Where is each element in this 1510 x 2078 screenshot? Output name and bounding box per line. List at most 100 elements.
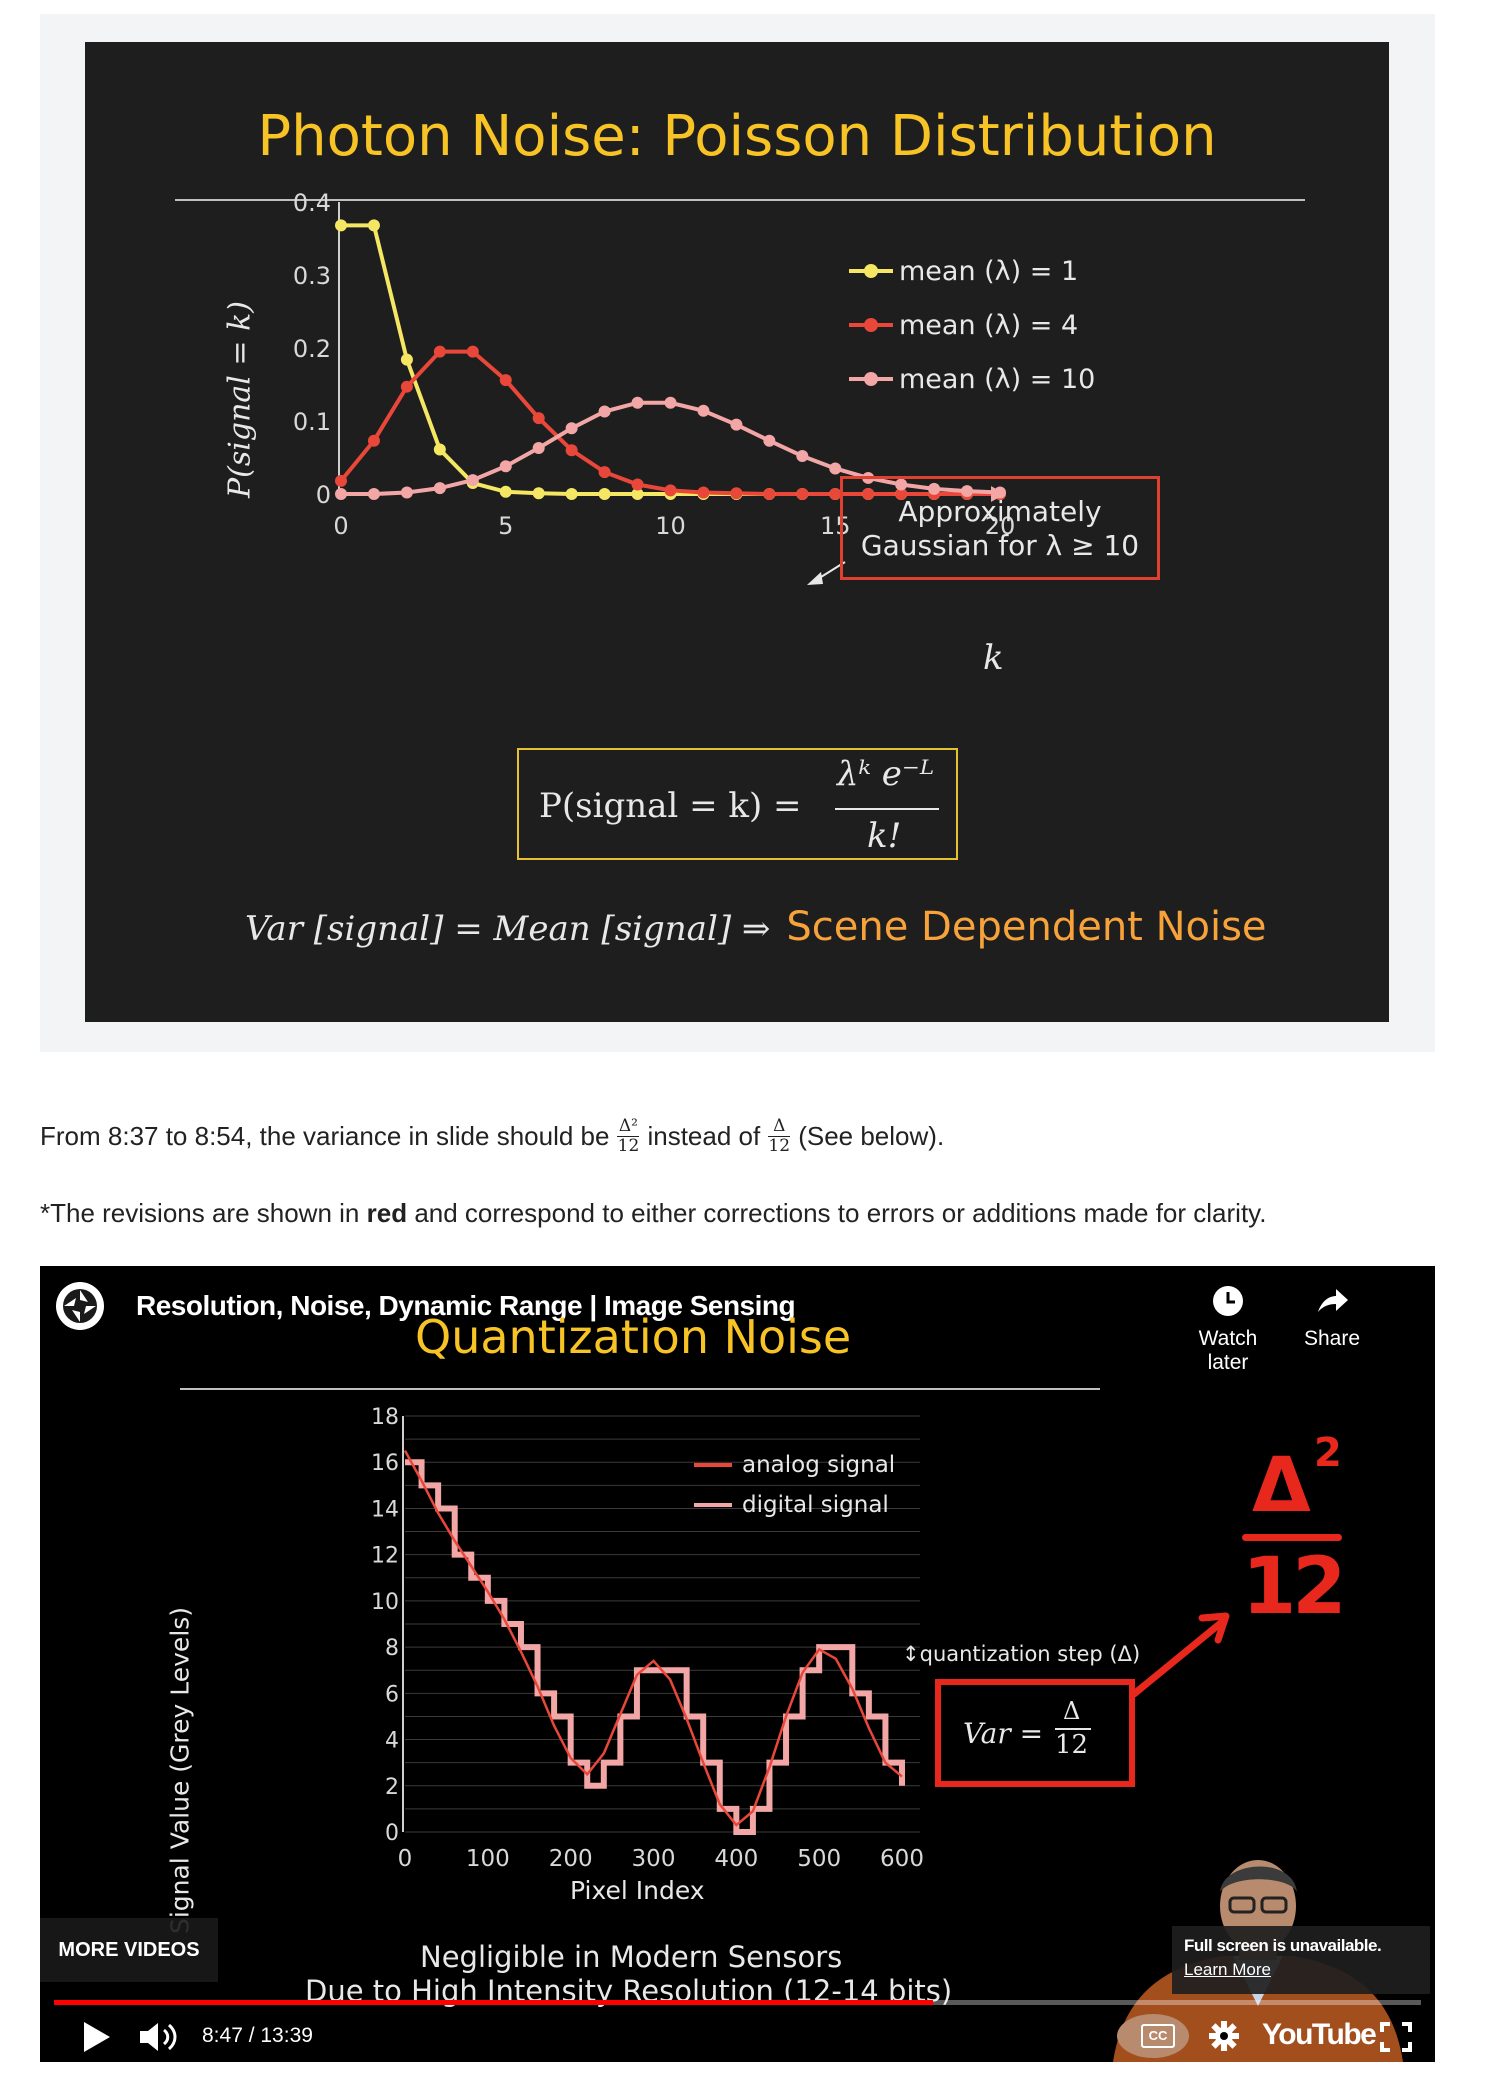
poisson-y-tick-label: 0.3 [293,262,331,290]
poisson-x-tick-label: 20 [985,512,1016,540]
formula-lhs: P(signal = k) = [539,786,802,826]
quant-x-tick-label: 100 [466,1846,510,1872]
poisson-point [697,486,710,499]
quant-x-tick-label: 200 [549,1846,593,1872]
more-videos-button[interactable]: MORE VIDEOS [40,1918,218,1982]
poisson-y-tick-label: 0.4 [293,189,331,217]
poisson-x-tick-label: 15 [820,512,851,540]
poisson-point [433,345,446,358]
quantization-chart: 0 2 4 6 8 10 12 14 16 18 0 100 200 300 400 500 600 [371,1405,924,1872]
poisson-point [532,412,545,425]
poisson-point [466,345,479,358]
callout-line-1: Approximately [898,495,1102,528]
channel-logo-icon[interactable] [54,1280,106,1332]
frac1-num: Δ² [618,1116,638,1136]
poisson-point [730,487,743,500]
quant-x-tick-label: 500 [797,1846,841,1872]
quant-y-tick-label: 10 [371,1590,399,1615]
pixel-index-axis-label: Pixel Index [570,1876,705,1905]
quant-y-tick-label: 12 [371,1544,399,1569]
poisson-point [928,482,941,495]
var-bar [1055,1728,1091,1730]
scene-dependent-noise: Scene Dependent Noise [786,904,1267,950]
captions-button[interactable]: CC [1141,2024,1175,2048]
learn-more-link[interactable]: Learn More [1184,1960,1271,1979]
quant-y-tick-label: 14 [371,1497,399,1522]
note-text-3: (See below). [798,1121,945,1151]
legend-swatch [849,264,893,278]
youtube-logo[interactable]: YouTube [1262,2018,1377,2051]
poisson-point [335,474,347,487]
poisson-point [631,488,644,500]
watch-later-button[interactable]: Watch later [1180,1284,1276,1375]
video-title[interactable]: Resolution, Noise, Dynamic Range | Image… [136,1290,796,1321]
youtube-embed[interactable]: Resolution, Noise, Dynamic Range | Image… [40,1266,1435,2062]
fullscreen-message: Full screen is unavailable. [1184,1936,1382,1955]
legend-swatch [694,1463,732,1467]
callout-arrowhead [807,572,823,585]
variance-math: Var [signal] = Mean [signal] ⇒ [245,909,771,949]
var-numerator: Δ [1063,1697,1081,1725]
quant-y-tick-label: 4 [385,1729,399,1754]
note-text-1: From 8:37 to 8:54, the variance in slide… [40,1121,610,1151]
frac2-bar [768,1136,791,1137]
poisson-legend-item: mean (λ) = 10 [847,364,1095,395]
poisson-y-tick-label: 0.1 [293,408,331,436]
slide-title: Photon Noise: Poisson Distribution [257,104,1217,169]
digital-signal-line [405,1459,905,1835]
delta-over-12: Δ 12 [768,1118,791,1155]
gear-icon[interactable] [1208,2020,1240,2052]
slide-divider [180,1388,1100,1390]
progress-track[interactable] [54,2000,1421,2005]
formula-numerator: λᵏ e⁻ᴸ [837,754,935,794]
poisson-legend-item: mean (λ) = 1 [847,256,1078,287]
quantization-step-annotation: ↕quantization step (Δ) [902,1642,1140,1666]
poisson-point [565,422,578,435]
poisson-point [400,486,413,499]
quant-legend-label: digital signal [742,1492,889,1518]
quant-x-tick-label: 300 [632,1846,676,1872]
quant-y-tick-label: 16 [371,1451,399,1476]
variance-statement: Var [signal] = Mean [signal] ⇒ Scene Dep… [245,904,1267,950]
share-button[interactable]: Share [1292,1284,1372,1351]
cc-label: CC [1148,2028,1168,2043]
poisson-point [400,380,413,393]
poisson-point [829,462,842,475]
handwritten-bar [1242,1534,1342,1541]
poisson-point [598,488,611,500]
time-display: 8:47 / 13:39 [202,2024,313,2047]
poisson-legend-item: mean (λ) = 4 [847,309,1079,341]
more-videos-label: MORE VIDEOS [58,1938,200,1961]
k-axis-label: k [983,638,1004,678]
note-text-2: instead of [647,1121,761,1151]
updown-arrow-icon: ↕ [902,1642,920,1666]
poisson-point [763,434,776,447]
frac1-den: 12 [617,1136,640,1156]
poisson-point [400,353,413,366]
revisions-text-1: *The revisions are shown in [40,1198,360,1228]
k-axis-arrowhead [991,486,1005,502]
poisson-point [499,485,512,498]
poisson-point [829,488,842,500]
poisson-point [367,488,380,500]
legend-swatch [694,1503,732,1507]
quant-legend-label: analog signal [742,1452,896,1478]
fullscreen-icon[interactable] [1380,2022,1412,2052]
var-denominator: 12 [1055,1730,1089,1760]
poisson-point [664,484,677,497]
quant-y-tick-label: 18 [371,1405,399,1430]
delta-squared-over-12: Δ² 12 [617,1116,640,1156]
play-icon[interactable] [80,2020,112,2054]
revisions-red-word: red [366,1198,408,1228]
poisson-legend-label: mean (λ) = 4 [899,309,1079,341]
quant-legend-item: analog signal [692,1452,895,1478]
clock-icon [1213,1286,1243,1316]
volume-icon[interactable] [138,2020,182,2054]
poisson-point [532,487,545,500]
quant-x-tick-label: 0 [398,1846,413,1872]
quant-x-tick-label: 600 [880,1846,924,1872]
poisson-point [367,434,380,447]
poisson-y-tick-label: 0.2 [293,335,331,363]
poisson-point [895,478,908,491]
poisson-point [961,485,974,498]
